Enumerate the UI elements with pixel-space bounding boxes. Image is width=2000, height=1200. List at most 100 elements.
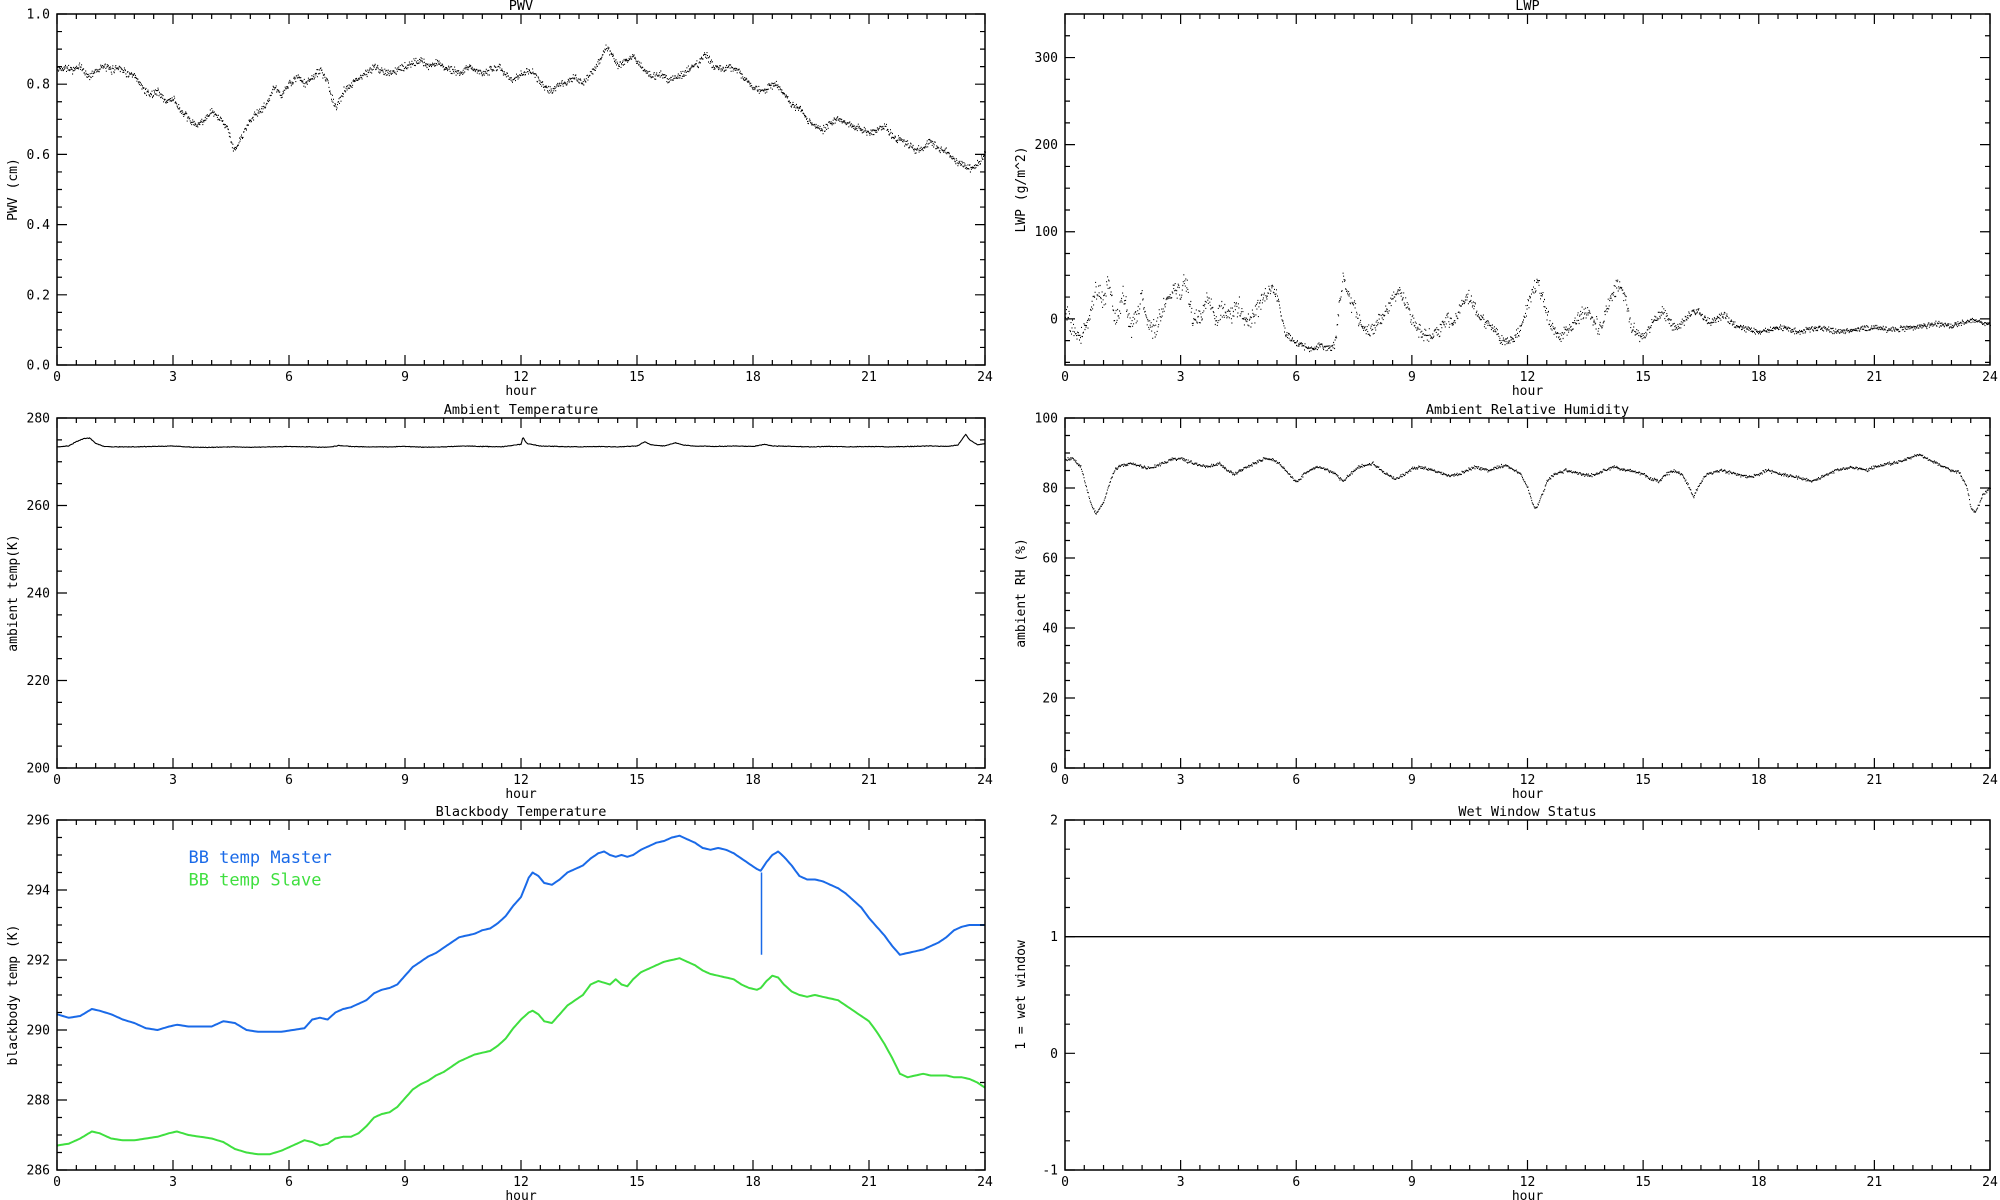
panel-ambient-relative-humidity: 0 3 6 9 12 15 18 21 24 0 20 40 60 80 100 Ambient Relati…: [1000, 400, 2000, 800]
series-bb-temp-master: [56, 834, 985, 1033]
chart-title: LWP: [1515, 0, 1539, 14]
x-axis-label: hour: [505, 384, 536, 399]
y-tick-label: 200: [1035, 138, 1058, 153]
pwv-series: [57, 44, 986, 173]
x-tick-label: 9: [1408, 370, 1416, 385]
x-tick-label: 9: [1408, 1175, 1416, 1190]
x-tick-label: 18: [745, 1175, 761, 1190]
x-tick-label: 15: [1635, 370, 1651, 385]
x-tick-label: 6: [285, 1175, 293, 1190]
x-tick-label: 21: [861, 773, 877, 788]
x-tick-label: 18: [1751, 773, 1767, 788]
y-tick-label: 300: [1035, 51, 1058, 66]
x-tick-label: 24: [977, 773, 993, 788]
axis-box: [56, 819, 986, 1171]
x-tick-label: 18: [745, 773, 761, 788]
x-tick-label: 9: [401, 370, 409, 385]
x-tick-label: 12: [1520, 1175, 1536, 1190]
x-tick-label: 24: [977, 370, 993, 385]
x-tick-label: 18: [1751, 370, 1767, 385]
axis-ticks: [56, 417, 986, 769]
y-tick-label: 0.0: [27, 359, 50, 374]
axis-box: [56, 417, 986, 769]
x-tick-label: 6: [285, 773, 293, 788]
legend: BB temp Master BB temp Slave: [188, 848, 331, 891]
y-tick-label: 200: [27, 762, 50, 777]
ambient-relative-humidity-chart: 0 3 6 9 12 15 18 21 24 0 20 40 60 80 100 Ambient Relati…: [1014, 402, 1998, 800]
y-tick-label: 1.0: [27, 8, 50, 23]
legend-label: BB temp Slave: [188, 871, 321, 891]
x-tick-label: 3: [1177, 370, 1185, 385]
x-tick-label: 12: [513, 370, 529, 385]
axis-ticks: [1064, 417, 1991, 769]
x-tick-label: 21: [1867, 370, 1883, 385]
y-tick-label: 20: [1042, 692, 1058, 707]
series-pwv: [57, 44, 986, 173]
panel-ambient-temperature: 0 3 6 9 12 15 18 21 24 200 220 240 260 280 Ambient Tem…: [0, 400, 1000, 800]
x-tick-label: 24: [1982, 370, 1998, 385]
x-tick-label: 24: [1982, 1175, 1998, 1190]
x-axis-label: hour: [505, 787, 536, 800]
x-tick-label: 15: [1635, 773, 1651, 788]
x-tick-label: 15: [629, 370, 645, 385]
series-lwp: [1065, 272, 1991, 353]
y-tick-label: 0.2: [27, 288, 50, 303]
y-tick-label: 0: [1050, 762, 1058, 777]
x-tick-label: 21: [861, 1175, 877, 1190]
axis-ticks: [56, 13, 986, 366]
x-tick-label: 12: [513, 1175, 529, 1190]
y-tick-label: 288: [27, 1094, 50, 1109]
panel-blackbody-temperature: 0 3 6 9 12 15 18 21 24 286 288 290 292 294 296 Blackbod…: [0, 800, 1000, 1200]
y-tick-label: 0: [1050, 312, 1058, 327]
y-axis-label: PWV (cm): [6, 158, 21, 221]
y-tick-label: 0.4: [27, 218, 51, 233]
axis-box: [1064, 819, 1991, 1171]
x-tick-label: 21: [1867, 773, 1883, 788]
x-tick-label: 0: [1061, 370, 1069, 385]
panel-lwp: 0 3 6 9 12 15 18 21 24 0 100 200 300 LWP hour LWP (g/m^…: [1000, 0, 2000, 400]
y-tick-label: 0: [1050, 1047, 1058, 1062]
axis-box: [1064, 13, 1991, 366]
x-tick-label: 3: [169, 1175, 177, 1190]
ambient-relative-humidity-series: [1065, 453, 1991, 515]
y-tick-label: 100: [1035, 225, 1058, 240]
y-tick-label: 220: [27, 674, 50, 689]
y-axis-label: blackbody temp (K): [6, 925, 21, 1066]
y-tick-label: 296: [27, 814, 50, 829]
lwp-tick-labels: 0 3 6 9 12 15 18 21 24 0 100 200 300: [1035, 51, 1998, 385]
x-tick-label: 9: [401, 773, 409, 788]
series-bb-temp-slave: [56, 957, 986, 1156]
x-tick-label: 0: [53, 370, 61, 385]
x-tick-label: 24: [1982, 773, 1998, 788]
y-tick-label: 286: [27, 1164, 50, 1179]
axis-ticks: [1064, 819, 1991, 1171]
ambient-relative-humidity-tick-labels: 0 3 6 9 12 15 18 21 24 0 20 40 60 80 100: [1035, 412, 1998, 789]
x-axis-label: hour: [505, 1189, 536, 1200]
x-tick-label: 0: [1061, 773, 1069, 788]
axis-box: [1064, 417, 1991, 769]
y-tick-label: 280: [27, 412, 50, 427]
y-tick-label: 292: [27, 954, 50, 969]
x-tick-label: 18: [1751, 1175, 1767, 1190]
y-tick-label: 2: [1050, 814, 1058, 829]
x-tick-label: 9: [401, 1175, 409, 1190]
y-tick-label: 0.8: [27, 78, 50, 93]
x-tick-label: 12: [513, 773, 529, 788]
x-tick-label: 6: [1292, 1175, 1300, 1190]
series-ambient-temp: [56, 433, 986, 449]
x-tick-label: 18: [745, 370, 761, 385]
blackbody-temperature-series: [56, 834, 986, 1156]
x-tick-label: 0: [53, 1175, 61, 1190]
chart-title: Wet Window Status: [1458, 804, 1596, 820]
y-tick-label: -1: [1042, 1164, 1058, 1179]
y-tick-label: 240: [27, 587, 50, 602]
x-tick-label: 0: [53, 773, 61, 788]
chart-title: Ambient Temperature: [444, 402, 598, 418]
x-tick-label: 24: [977, 1175, 993, 1190]
y-tick-label: 40: [1042, 622, 1058, 637]
series-ambient-rh: [1065, 453, 1991, 515]
lwp-series: [1065, 272, 1991, 353]
blackbody-temperature-chart: 0 3 6 9 12 15 18 21 24 286 288 290 292 294 296 Blackbod…: [6, 804, 993, 1200]
